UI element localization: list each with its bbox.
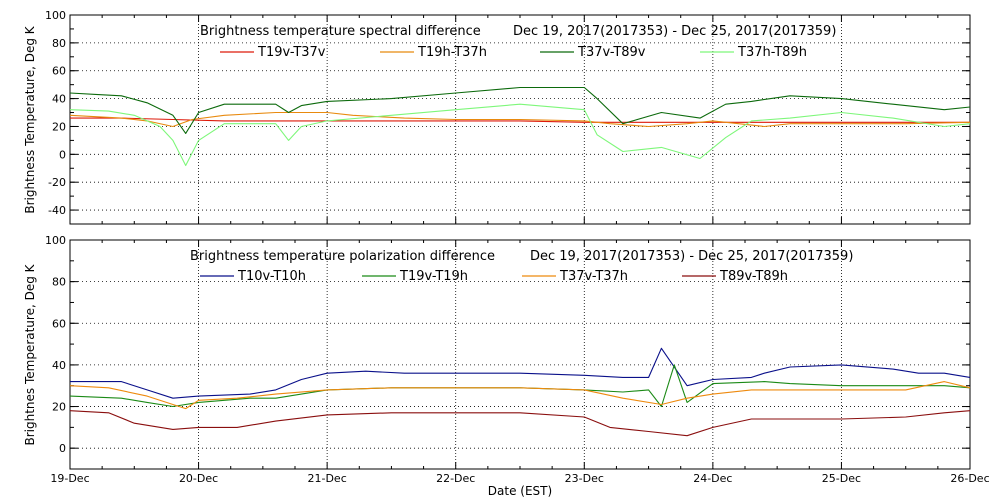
grid — [70, 240, 970, 469]
x-tick-label: 22-Dec — [436, 472, 475, 485]
legend-label: T19v-T19h — [399, 269, 468, 284]
y-tick-label: 60 — [52, 65, 66, 78]
series-line-t37h-t89h — [69, 103, 971, 167]
spectral-difference-panel: Brightness temperature spectral differen… — [23, 9, 971, 225]
y-tick-label: 80 — [52, 276, 66, 289]
y-tick-label: -40 — [48, 204, 66, 217]
y-tick-label: 20 — [52, 120, 66, 133]
y-tick-label: 40 — [52, 93, 66, 106]
chart-title: Brightness temperature polarization diff… — [190, 249, 495, 264]
series-line-t19v-t37v — [70, 117, 970, 123]
chart-date-range: Dec 19, 2017(2017353) - Dec 25, 2017(201… — [530, 249, 853, 264]
series-line-t19h-t37h — [69, 111, 971, 128]
chart-title: Brightness temperature spectral differen… — [200, 24, 481, 39]
y-axis-label: Brightnes Temperature, Deg K — [23, 263, 37, 445]
x-tick-label: 21-Dec — [308, 472, 347, 485]
legend-label: T10v-T10h — [237, 269, 306, 284]
y-tick-label: 0 — [59, 442, 66, 455]
x-tick-label: 19-Dec — [50, 472, 89, 485]
y-tick-label: 80 — [52, 37, 66, 50]
x-tick-label: 23-Dec — [565, 472, 604, 485]
grid — [70, 15, 970, 224]
x-axis-label: Date (EST) — [488, 484, 552, 498]
y-tick-label: 100 — [45, 234, 66, 247]
legend-label: T37v-T89v — [577, 45, 646, 60]
legend: T19v-T37v T19h-T37h T37v-T89v T37h-T89h — [220, 45, 807, 60]
legend-label: T19v-T37v — [257, 45, 326, 60]
y-tick-label: 60 — [52, 317, 66, 330]
x-tick-label: 25-Dec — [822, 472, 861, 485]
chart-date-range: Dec 19, 2017(2017353) - Dec 25, 2017(201… — [513, 24, 836, 39]
polarization-difference-panel: Brightness temperature polarization diff… — [23, 234, 990, 498]
series-line-t89v-t89h — [69, 410, 971, 437]
y-tick-label: 20 — [52, 401, 66, 414]
legend-label: T37v-T37h — [559, 269, 628, 284]
x-tick-label: 26-Dec — [950, 472, 989, 485]
series-line-t37v-t37h — [69, 381, 971, 410]
legend-label: T37h-T89h — [737, 45, 807, 60]
y-axis-label: Brightness Temperature, Deg K — [23, 25, 37, 213]
y-tick-label: 100 — [45, 9, 66, 22]
y-tick-label: 40 — [52, 359, 66, 372]
legend-label: T19h-T37h — [417, 45, 487, 60]
x-tick-label: 20-Dec — [179, 472, 218, 485]
legend-label: T89v-T89h — [719, 269, 788, 284]
y-tick-label: 0 — [59, 148, 66, 161]
plot-frame — [69, 239, 971, 470]
legend: T10v-T10h T19v-T19h T37v-T37h T89v-T89h — [200, 269, 788, 284]
series-line-t10v-t10h — [70, 347, 971, 399]
series-line-t37v-t89v — [69, 86, 971, 134]
x-tick-label: 24-Dec — [693, 472, 732, 485]
y-tick-label: -20 — [48, 176, 66, 189]
